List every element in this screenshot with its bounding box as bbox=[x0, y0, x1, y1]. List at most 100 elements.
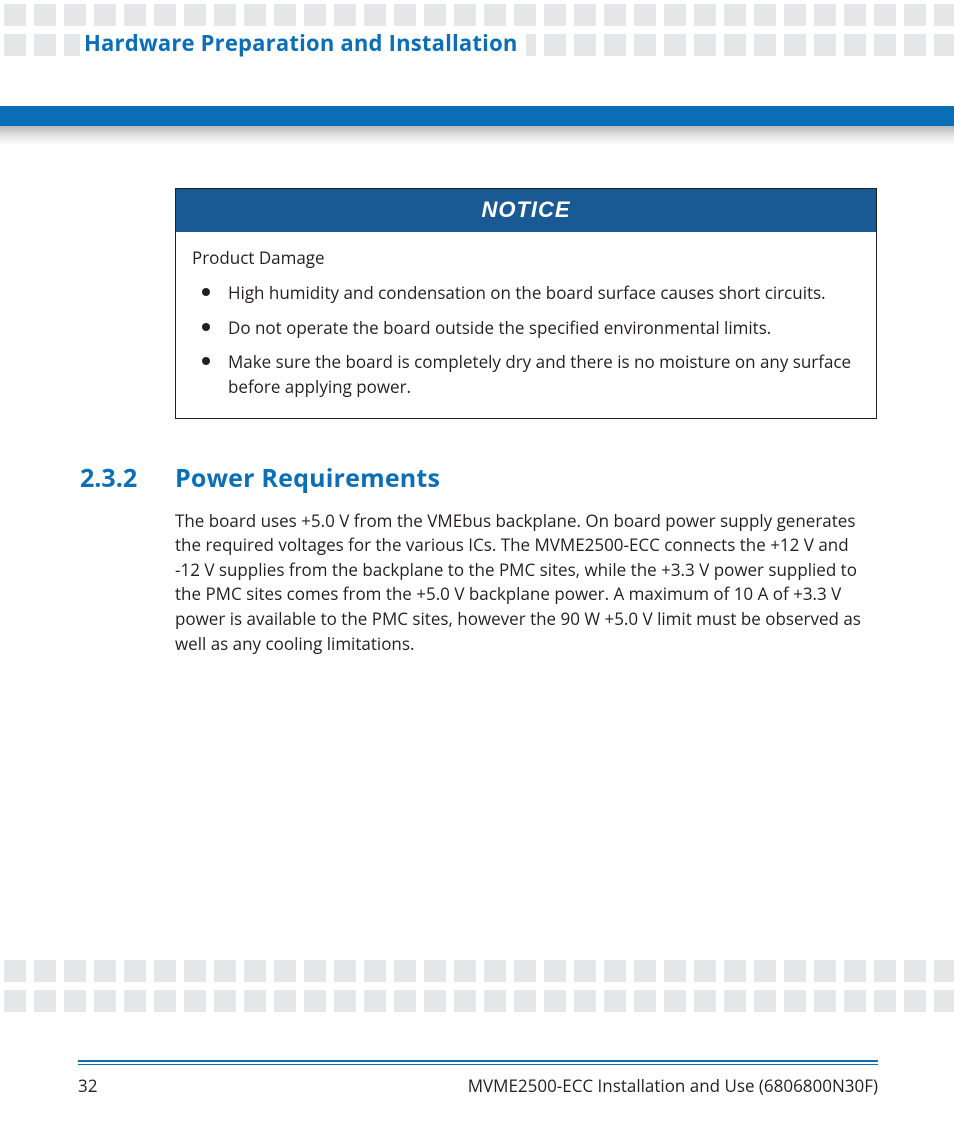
decor-square bbox=[154, 4, 176, 26]
decor-square bbox=[4, 960, 26, 982]
section-number: 2.3.2 bbox=[80, 461, 160, 495]
decor-square bbox=[484, 4, 506, 26]
decor-square bbox=[4, 4, 26, 26]
decor-square bbox=[304, 4, 326, 26]
notice-bullet: High humidity and condensation on the bo… bbox=[192, 281, 860, 306]
decor-square bbox=[724, 34, 746, 56]
decor-square bbox=[184, 4, 206, 26]
decor-square bbox=[244, 990, 266, 1012]
decor-square bbox=[634, 990, 656, 1012]
header-shadow bbox=[0, 126, 954, 146]
decor-square bbox=[904, 990, 926, 1012]
decor-square bbox=[874, 4, 896, 26]
decor-square bbox=[754, 4, 776, 26]
decor-squares-bottom-row-1 bbox=[0, 960, 954, 982]
decor-square bbox=[574, 990, 596, 1012]
decor-square bbox=[364, 960, 386, 982]
decor-square bbox=[724, 990, 746, 1012]
decor-square bbox=[784, 990, 806, 1012]
footer-rule bbox=[78, 1060, 878, 1065]
decor-square bbox=[124, 4, 146, 26]
decor-square bbox=[634, 960, 656, 982]
decor-square bbox=[784, 4, 806, 26]
decor-square bbox=[334, 4, 356, 26]
decor-square bbox=[34, 4, 56, 26]
decor-square bbox=[334, 960, 356, 982]
decor-square bbox=[334, 990, 356, 1012]
decor-square bbox=[394, 960, 416, 982]
decor-square bbox=[934, 960, 954, 982]
decor-square bbox=[544, 34, 566, 56]
decor-square bbox=[724, 4, 746, 26]
decor-square bbox=[604, 990, 626, 1012]
decor-square bbox=[64, 960, 86, 982]
section: 2.3.2 Power Requirements The board uses … bbox=[175, 461, 877, 657]
decor-square bbox=[184, 990, 206, 1012]
decor-square bbox=[304, 960, 326, 982]
decor-square bbox=[454, 960, 476, 982]
decor-squares-bottom-row-2 bbox=[0, 990, 954, 1012]
header-blue-bar bbox=[0, 106, 954, 126]
decor-square bbox=[94, 4, 116, 26]
decor-square bbox=[664, 34, 686, 56]
decor-square bbox=[724, 960, 746, 982]
decor-square bbox=[214, 990, 236, 1012]
decor-square bbox=[364, 990, 386, 1012]
decor-square bbox=[424, 990, 446, 1012]
decor-square bbox=[124, 990, 146, 1012]
notice-header: NOTICE bbox=[176, 189, 876, 232]
decor-square bbox=[544, 960, 566, 982]
decor-squares-top-row-1 bbox=[0, 4, 954, 26]
decor-square bbox=[904, 4, 926, 26]
decor-square bbox=[874, 990, 896, 1012]
decor-square bbox=[904, 960, 926, 982]
decor-square bbox=[94, 990, 116, 1012]
decor-square bbox=[934, 4, 954, 26]
decor-square bbox=[34, 960, 56, 982]
decor-square bbox=[844, 4, 866, 26]
content-column: NOTICE Product Damage High humidity and … bbox=[175, 188, 877, 656]
decor-square bbox=[874, 34, 896, 56]
decor-square bbox=[664, 960, 686, 982]
decor-square bbox=[544, 990, 566, 1012]
decor-square bbox=[124, 960, 146, 982]
decor-square bbox=[544, 4, 566, 26]
decor-square bbox=[604, 4, 626, 26]
decor-square bbox=[814, 34, 836, 56]
doc-title-footer: MVME2500-ECC Installation and Use (68068… bbox=[468, 1074, 878, 1097]
decor-square bbox=[244, 960, 266, 982]
decor-square bbox=[154, 990, 176, 1012]
decor-square bbox=[814, 990, 836, 1012]
decor-square bbox=[514, 960, 536, 982]
decor-square bbox=[394, 4, 416, 26]
decor-square bbox=[64, 4, 86, 26]
decor-square bbox=[694, 960, 716, 982]
decor-square bbox=[274, 960, 296, 982]
section-title: Power Requirements bbox=[175, 461, 877, 495]
section-body-text: The board uses +5.0 V from the VMEbus ba… bbox=[175, 509, 877, 657]
decor-square bbox=[754, 34, 776, 56]
decor-square bbox=[844, 960, 866, 982]
decor-square bbox=[184, 960, 206, 982]
decor-square bbox=[934, 34, 954, 56]
decor-square bbox=[634, 4, 656, 26]
footer-row: 32 MVME2500-ECC Installation and Use (68… bbox=[78, 1074, 878, 1097]
decor-square bbox=[874, 960, 896, 982]
decor-square bbox=[484, 960, 506, 982]
decor-square bbox=[64, 990, 86, 1012]
decor-square bbox=[784, 960, 806, 982]
decor-square bbox=[844, 34, 866, 56]
decor-square bbox=[904, 34, 926, 56]
decor-square bbox=[514, 4, 536, 26]
notice-bullet: Make sure the board is completely dry an… bbox=[192, 350, 860, 399]
decor-square bbox=[574, 960, 596, 982]
decor-square bbox=[754, 990, 776, 1012]
decor-square bbox=[274, 4, 296, 26]
decor-square bbox=[574, 4, 596, 26]
notice-box: NOTICE Product Damage High humidity and … bbox=[175, 188, 877, 419]
chapter-title: Hardware Preparation and Installation bbox=[80, 26, 526, 60]
decor-square bbox=[364, 4, 386, 26]
notice-bullet: Do not operate the board outside the spe… bbox=[192, 316, 860, 341]
decor-square bbox=[454, 4, 476, 26]
decor-square bbox=[604, 34, 626, 56]
